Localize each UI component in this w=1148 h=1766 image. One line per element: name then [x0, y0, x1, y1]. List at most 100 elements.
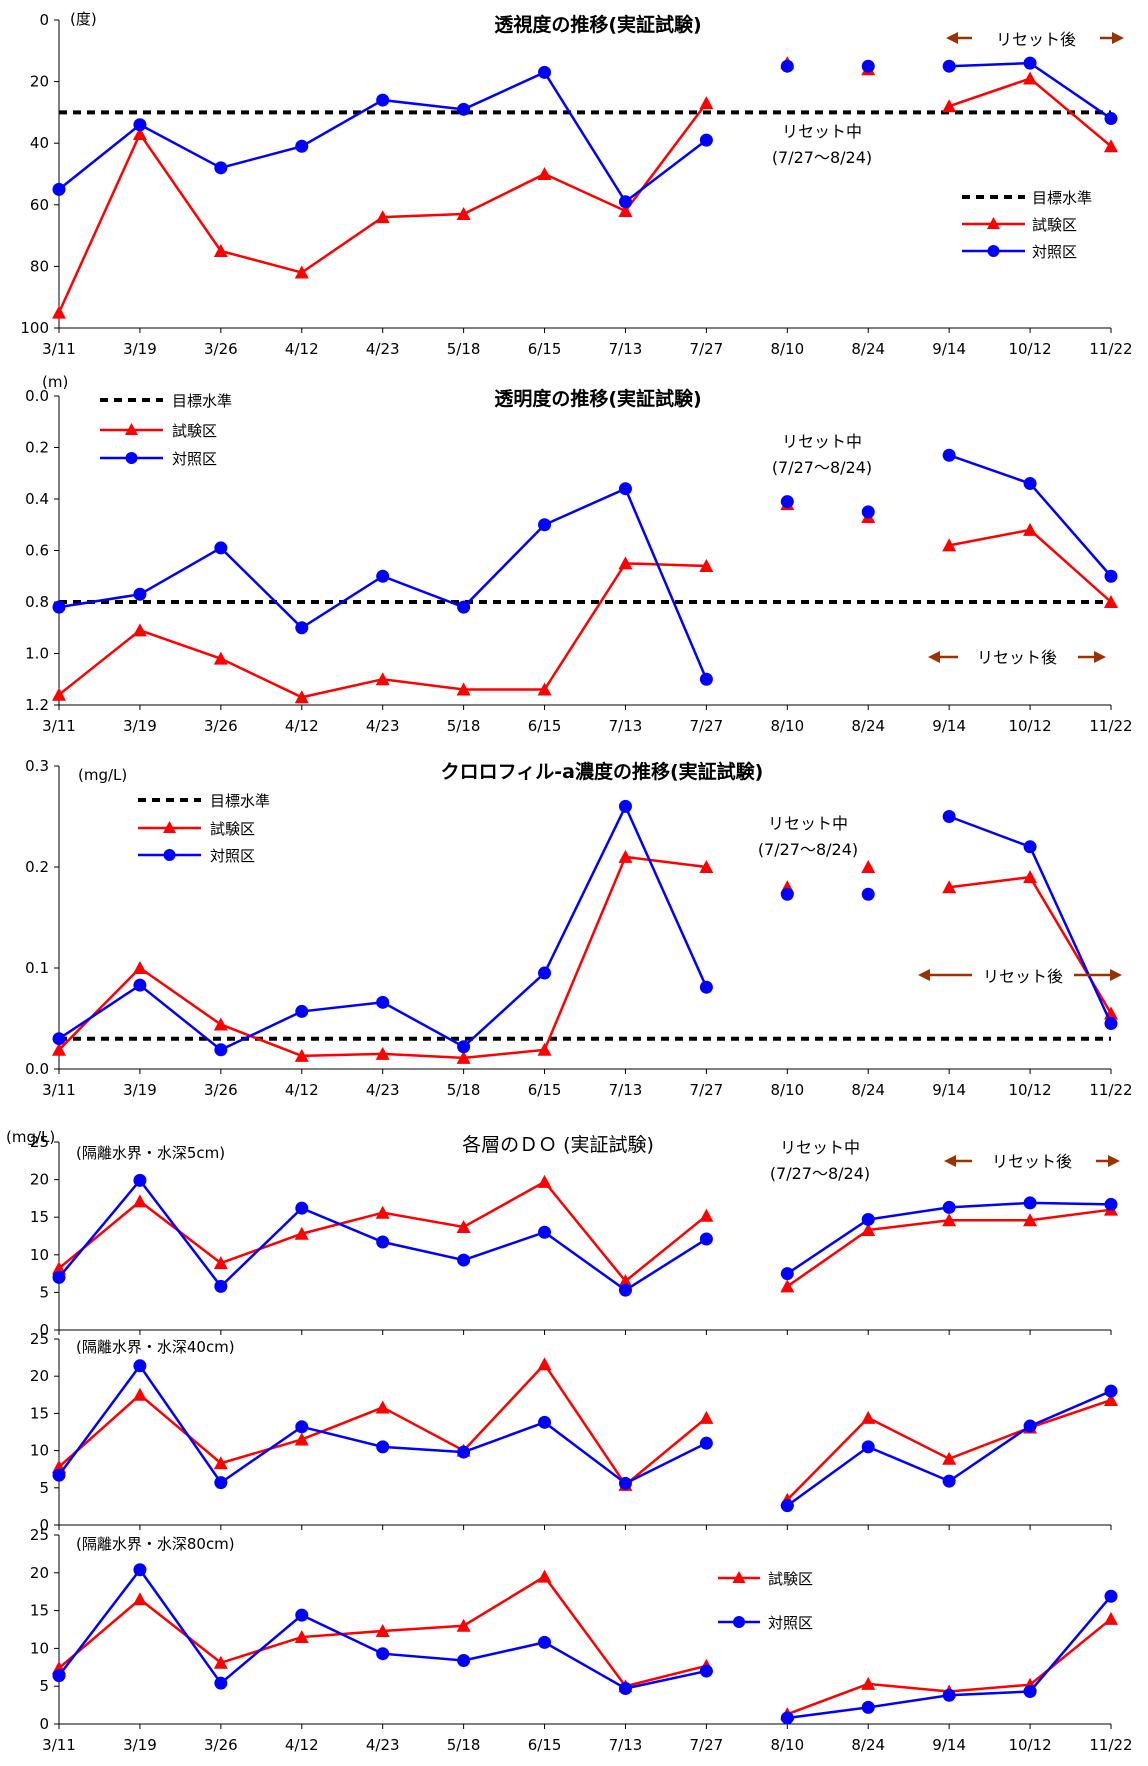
data-point-experiment: [942, 1451, 957, 1465]
data-point-control: [538, 1635, 552, 1649]
reset-after-label: リセット後: [977, 648, 1057, 667]
data-point-control: [214, 1476, 228, 1490]
legend-experiment: 試験区: [768, 1570, 813, 1588]
y-tick-label: 15: [30, 1404, 49, 1422]
series-line-control: [949, 61, 1112, 120]
chart-panel-1: 0.0 0.2 0.4 0.6 0.8 1.0 1.2 3/11 3/19 3/26 4/12 4/2…: [25, 387, 1132, 735]
legend-experiment: 試験区: [172, 422, 217, 440]
data-point-experiment: [132, 623, 147, 637]
y-tick-label: 25: [30, 1133, 49, 1151]
data-point-control: [133, 1359, 147, 1373]
chart-title: 透視度の推移(実証試験): [494, 13, 701, 36]
data-point-control: [780, 59, 794, 73]
data-point-experiment: [456, 207, 471, 221]
data-point-experiment: [780, 1279, 795, 1293]
y-tick-label: 1.2: [25, 696, 49, 714]
data-point-experiment: [213, 1456, 228, 1470]
x-tick-label: 3/11: [42, 1736, 76, 1754]
x-tick-label: 9/14: [932, 1736, 966, 1754]
data-point-experiment: [213, 1017, 228, 1031]
y-tick-label: 0.6: [25, 542, 49, 560]
series-line-control: [57, 1363, 707, 1485]
data-point-experiment: [537, 1357, 552, 1371]
data-point-experiment: [861, 1222, 876, 1236]
data-point-experiment: [294, 265, 309, 279]
y-tick-label: 0: [39, 1715, 49, 1733]
data-point-experiment: [375, 672, 390, 686]
arrow-right-icon: [1094, 651, 1106, 663]
chart-panel-0: 0 20 40 60 80 100 3/11 3/19 3/26 4/12 4/23 5/18 6/15…: [20, 11, 1132, 358]
data-point-control: [1023, 56, 1037, 70]
data-point-experiment: [699, 558, 714, 572]
legend-target: 目標水準: [1032, 189, 1092, 207]
data-point-experiment: [1023, 870, 1038, 884]
x-tick-label: 5/18: [447, 1081, 481, 1099]
data-point-control: [538, 966, 552, 980]
arrow-right-icon: [1110, 969, 1122, 981]
data-point-experiment: [132, 126, 147, 140]
x-tick-label: 3/26: [204, 717, 238, 735]
data-point-experiment: [375, 1400, 390, 1414]
data-point-control: [942, 1200, 956, 1214]
data-point-control: [780, 1711, 794, 1725]
y-tick-label: 25: [30, 1526, 49, 1544]
data-point-experiment: [1023, 71, 1038, 85]
data-point-control: [861, 887, 875, 901]
x-tick-label: 8/10: [770, 1081, 804, 1099]
data-point-control: [214, 1279, 228, 1293]
data-point-control: [1023, 1684, 1037, 1698]
x-tick-label: 9/14: [932, 1081, 966, 1099]
data-point-control: [1023, 477, 1037, 491]
data-point-experiment: [942, 99, 957, 113]
data-point-control: [376, 1235, 390, 1249]
x-tick-label: 4/23: [366, 717, 400, 735]
unit-label: (度): [70, 10, 97, 28]
data-point-experiment: [1023, 522, 1038, 536]
series-line-experiment: [58, 855, 707, 1060]
data-point-control: [214, 541, 228, 555]
data-point-control: [1104, 1197, 1118, 1211]
data-point-experiment: [861, 860, 876, 873]
reset-during-label: リセット中: [782, 432, 862, 451]
data-point-control: [538, 518, 552, 532]
data-point-control: [1104, 112, 1118, 126]
x-tick-label: 3/19: [123, 717, 157, 735]
x-tick-label: 3/11: [42, 340, 76, 358]
panel-transparency: 透視度の推移(実証試験) (度) リセット中 (7/27～8/24) リセット後…: [70, 10, 1092, 261]
data-point-control: [376, 569, 390, 583]
legend-experiment: 試験区: [210, 820, 255, 838]
data-point-control: [52, 600, 66, 614]
data-point-experiment: [537, 1042, 552, 1056]
series-line-control: [58, 803, 708, 1052]
data-point-experiment: [375, 210, 390, 224]
data-point-control: [780, 495, 794, 509]
x-tick-label: 9/14: [932, 340, 966, 358]
reset-period-label: (7/27～8/24): [772, 148, 872, 167]
data-point-control: [942, 810, 956, 823]
x-tick-label: 3/19: [123, 340, 157, 358]
data-point-control: [699, 672, 713, 686]
data-point-control: [861, 1440, 875, 1454]
data-point-control: [942, 448, 956, 462]
legend: 目標水準 試験区 対照区: [138, 792, 270, 865]
data-point-experiment: [699, 96, 714, 110]
unit-label: (m): [42, 373, 68, 391]
y-tick-label: 25: [30, 1330, 49, 1348]
data-point-experiment: [52, 1042, 66, 1056]
x-tick-label: 8/10: [770, 340, 804, 358]
chart-title: クロロフィル-a濃度の推移(実証試験): [441, 760, 764, 783]
x-tick-label: 7/27: [690, 717, 724, 735]
data-point-control: [780, 1267, 794, 1281]
data-point-control: [376, 93, 390, 107]
data-point-control: [295, 1608, 309, 1622]
legend-control: 対照区: [172, 450, 217, 468]
data-point-experiment: [537, 1174, 552, 1188]
data-point-experiment: [1104, 1393, 1118, 1407]
reset-after-arrow-3: [918, 969, 1122, 981]
data-point-control: [1104, 1589, 1118, 1603]
y-tick-label: 0.0: [25, 1060, 49, 1078]
data-point-control: [457, 1445, 471, 1459]
data-point-control: [1023, 1419, 1037, 1433]
arrow-left-icon: [918, 969, 930, 981]
x-tick-label: 6/15: [528, 1736, 562, 1754]
